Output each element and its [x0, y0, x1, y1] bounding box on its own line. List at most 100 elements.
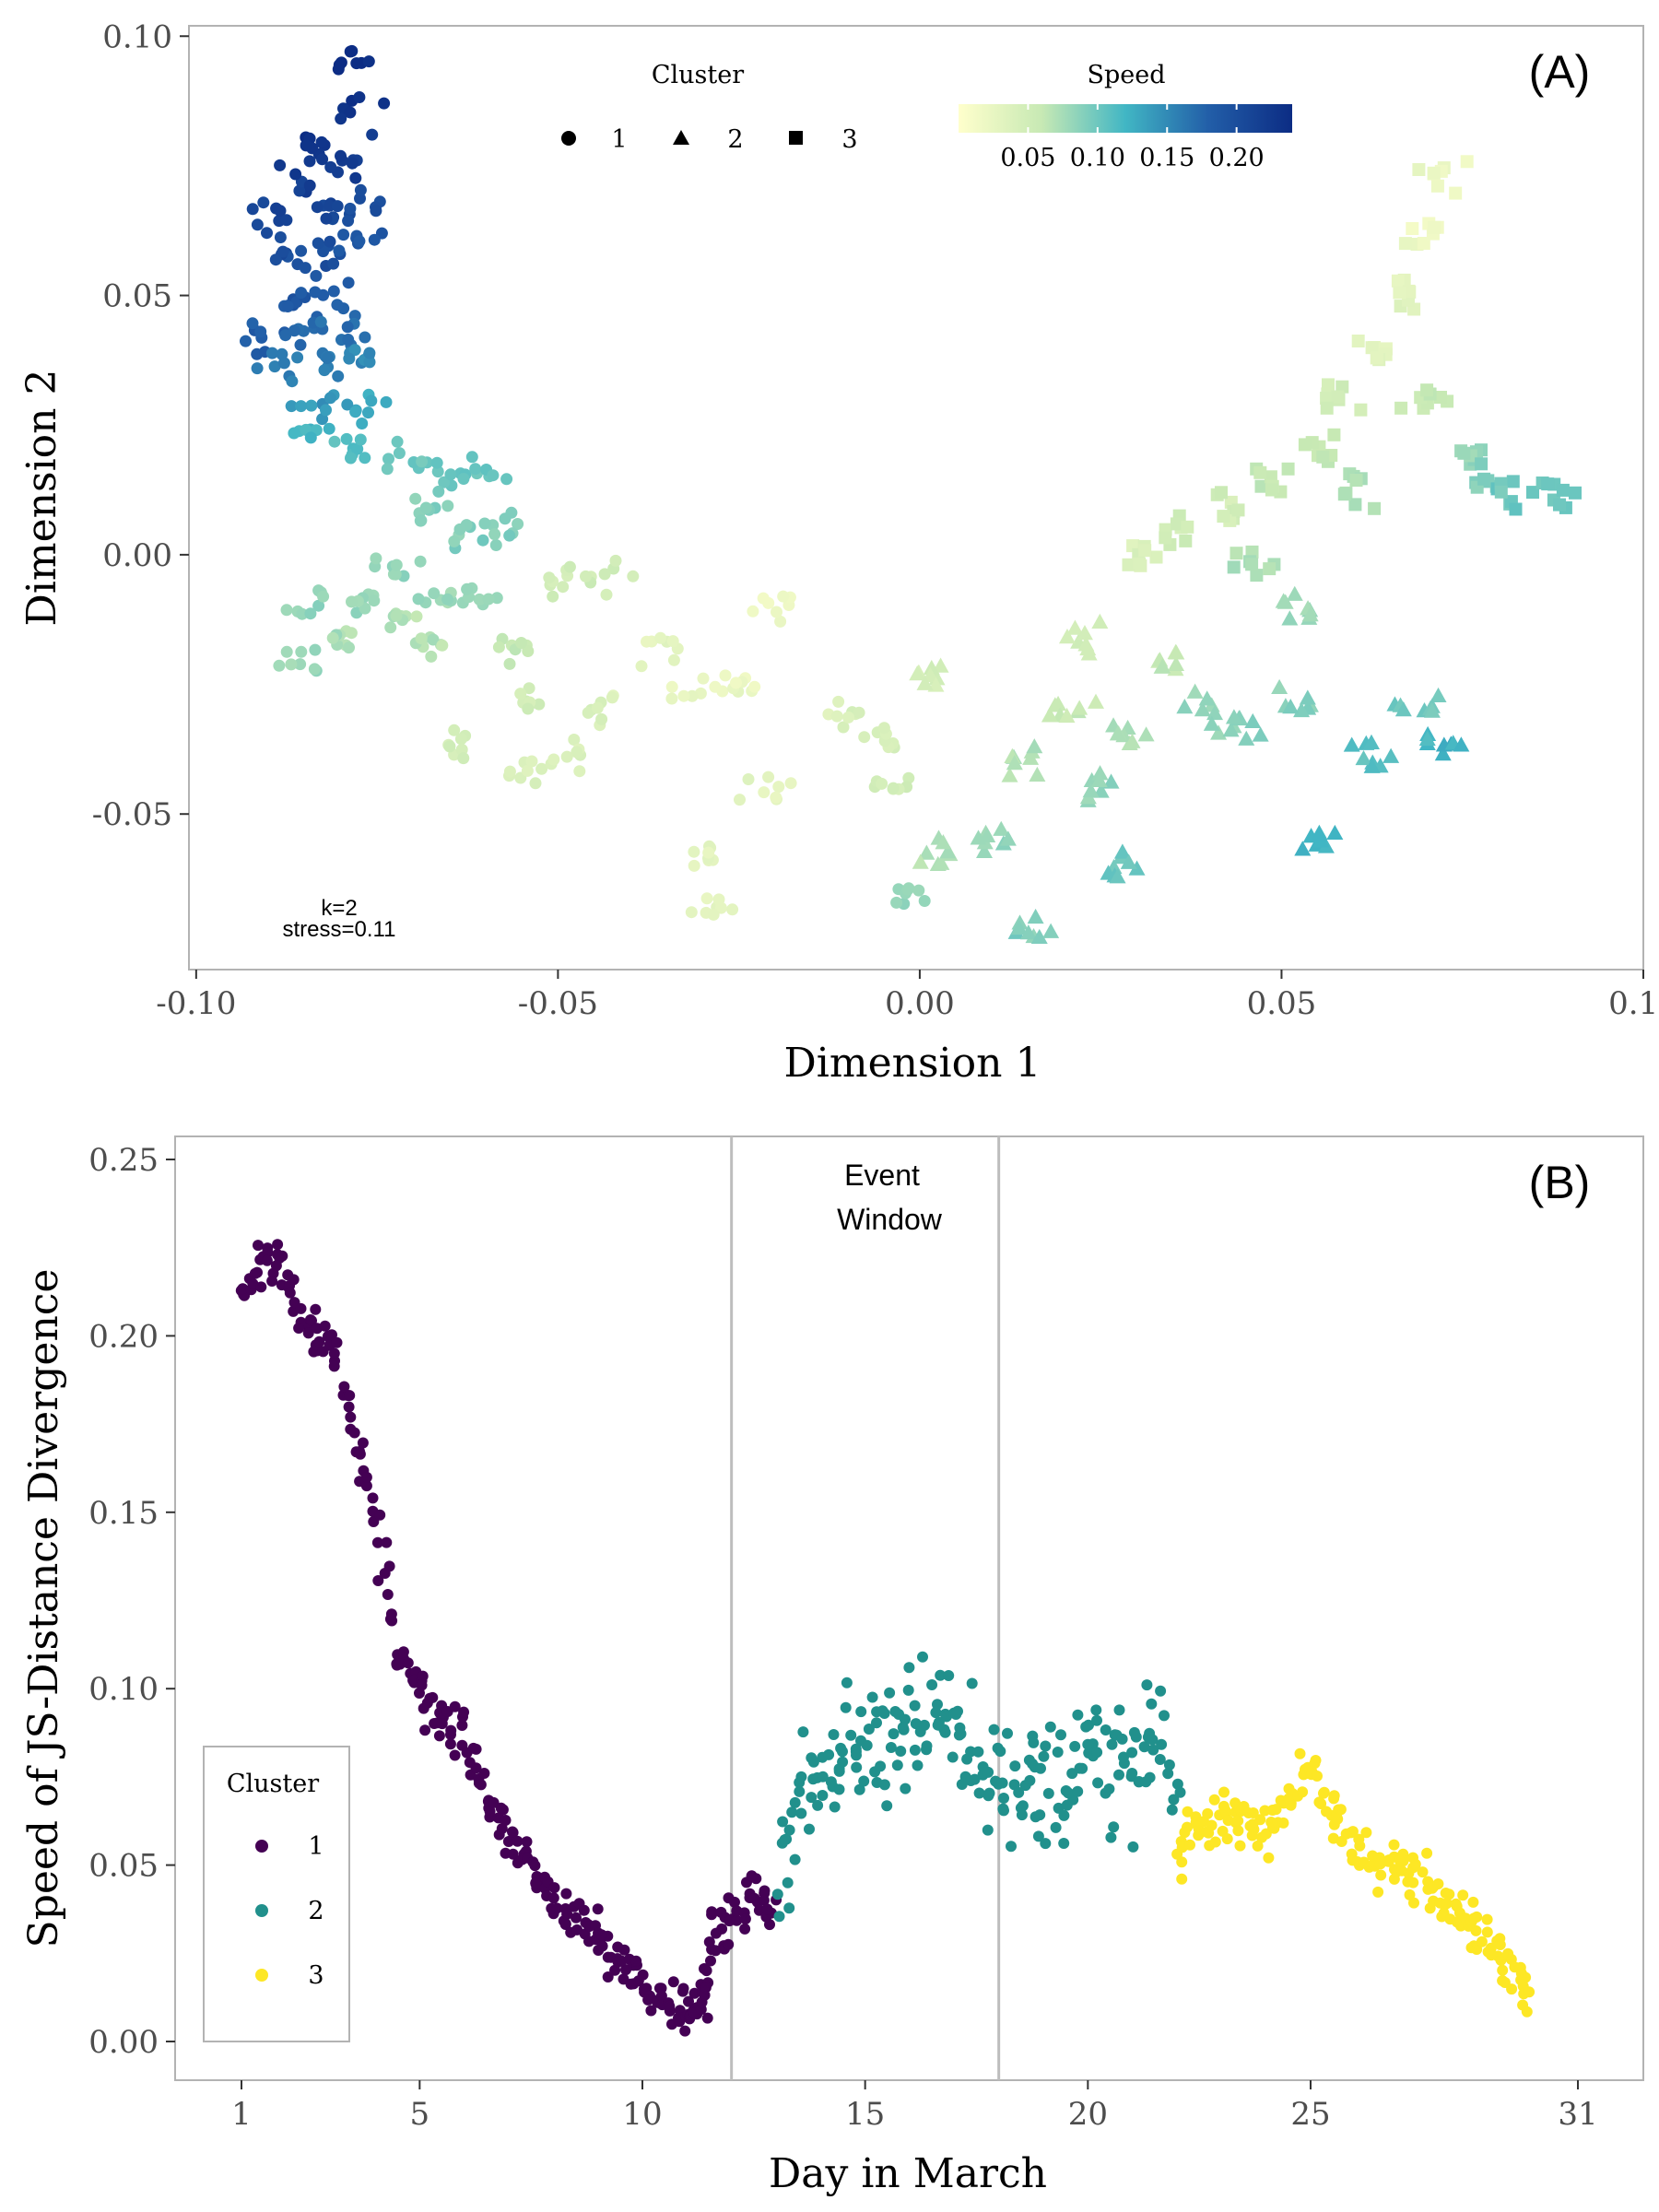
- cluster-1-point: [571, 1912, 582, 1924]
- cluster-3-point: [1368, 501, 1382, 515]
- cluster-1-point: [488, 528, 501, 541]
- cluster-2-point: [909, 1700, 921, 1712]
- cluster-1-point: [332, 63, 345, 76]
- cluster-1-point: [465, 451, 478, 464]
- cluster-2-point: [783, 1824, 795, 1836]
- cluster-1-point: [436, 1718, 448, 1730]
- cluster-1-point: [477, 534, 489, 547]
- cluster-2-point: [909, 665, 926, 681]
- cluster-2-point: [878, 1779, 890, 1791]
- legend-label-3: 3: [308, 1961, 324, 1990]
- cluster-2-point: [828, 1729, 840, 1740]
- cluster-2-point: [1124, 733, 1141, 748]
- cluster-1-point: [321, 352, 334, 364]
- cluster-2-point: [1225, 709, 1242, 724]
- cluster-1-point: [512, 1835, 524, 1847]
- cluster-2-point: [1026, 738, 1043, 754]
- cluster-2-point: [966, 1677, 978, 1689]
- cluster-2-point: [1017, 1800, 1029, 1812]
- cluster-3-point: [1502, 1947, 1514, 1959]
- cluster-2-point: [1168, 1794, 1180, 1806]
- cluster-1-point: [343, 1401, 355, 1413]
- cluster-3-point: [1230, 1797, 1241, 1809]
- cluster-2-point: [858, 1775, 870, 1787]
- cluster-1-point: [274, 231, 287, 243]
- cluster-1-point: [726, 903, 739, 916]
- cluster-1-point: [706, 1909, 718, 1921]
- cluster-1-point: [412, 593, 425, 606]
- cluster-1-point: [310, 1303, 322, 1315]
- cluster-1-point: [912, 884, 925, 897]
- cluster-1-point: [444, 468, 457, 481]
- cluster-1-point: [393, 447, 406, 460]
- cluster-2-point: [926, 1679, 938, 1690]
- cluster-1-point: [492, 641, 505, 653]
- cluster-1-point: [353, 235, 366, 248]
- cluster-2-point: [988, 1724, 1000, 1735]
- panel-b-y-label: Speed of JS-Distance Divergence: [20, 1269, 67, 1948]
- cluster-3-point: [1320, 401, 1334, 415]
- cluster-1-point: [312, 599, 325, 612]
- cluster-1-point: [312, 237, 324, 250]
- cluster-1-point: [419, 1724, 431, 1736]
- cluster-1-point: [759, 1885, 771, 1897]
- event-label-line-2: Window: [837, 1203, 943, 1236]
- cluster-3-point: [1370, 351, 1383, 365]
- cluster-1-point: [457, 752, 470, 765]
- cluster-1-point: [371, 1536, 383, 1548]
- cluster-3-point: [1481, 1913, 1493, 1925]
- cluster-1-point: [280, 604, 293, 617]
- cluster-1-point: [286, 375, 299, 388]
- cluster-3-point: [1432, 1878, 1444, 1889]
- cluster-3-point: [1477, 472, 1491, 486]
- y-tick-label: 0.15: [88, 1495, 159, 1532]
- cluster-2-point: [1162, 1768, 1174, 1780]
- cluster-2-point: [1206, 704, 1224, 721]
- cluster-2-point: [863, 1724, 875, 1735]
- cluster-3-point: [1427, 166, 1441, 180]
- cluster-2-point: [1147, 1734, 1159, 1746]
- cluster-3-point: [1232, 1825, 1244, 1837]
- cluster-2-point: [789, 1796, 801, 1808]
- y-tick-label: 0.25: [88, 1142, 159, 1179]
- cluster-1-point: [645, 2005, 657, 2017]
- cluster-1-point: [606, 691, 618, 704]
- cluster-2-point: [1034, 1809, 1046, 1821]
- legend-triangle-icon: [673, 130, 689, 145]
- cluster-1-point: [448, 724, 461, 736]
- cluster-1-point: [901, 883, 914, 896]
- cluster-3-point: [1184, 1839, 1195, 1851]
- cluster-3-point: [1524, 1986, 1535, 1998]
- cluster-1-point: [268, 360, 281, 373]
- cluster-1-point: [320, 212, 333, 225]
- cluster-1-point: [716, 1923, 728, 1935]
- cluster-2-point: [884, 1687, 896, 1699]
- cluster-1-point: [877, 722, 890, 735]
- cluster-1-point: [378, 97, 391, 110]
- cluster-2-point: [900, 1783, 912, 1794]
- cluster-2-point: [1244, 712, 1262, 729]
- cluster-1-point: [723, 1938, 735, 1950]
- cluster-1-point: [551, 1902, 563, 1914]
- cluster-1-point: [470, 1743, 482, 1755]
- cluster-1-point: [443, 740, 456, 753]
- cluster-1-point: [529, 1860, 541, 1872]
- cluster-3-point: [1417, 1866, 1429, 1878]
- cluster-1-point: [627, 570, 640, 582]
- cluster-1-point: [489, 539, 502, 551]
- cluster-1-point: [495, 1802, 507, 1814]
- cluster-2-point: [1082, 1738, 1094, 1750]
- cluster-2-point: [1210, 724, 1228, 740]
- cluster-2-point: [895, 1746, 907, 1757]
- cluster-2-point: [1163, 1759, 1175, 1771]
- cluster-2-point: [1092, 1777, 1104, 1789]
- colorbar-ticks: 0.05 0.10 0.15 0.20: [1000, 104, 1265, 172]
- cluster-2-point: [996, 1777, 1008, 1789]
- cluster-2-point: [1271, 678, 1288, 695]
- cluster-2-point: [1100, 1787, 1112, 1799]
- cluster-2-point: [1282, 699, 1300, 714]
- cluster-2-point: [853, 1783, 865, 1795]
- cluster-1-point: [771, 606, 782, 618]
- cluster-2-point: [840, 1701, 852, 1713]
- cluster-1-point: [331, 200, 344, 213]
